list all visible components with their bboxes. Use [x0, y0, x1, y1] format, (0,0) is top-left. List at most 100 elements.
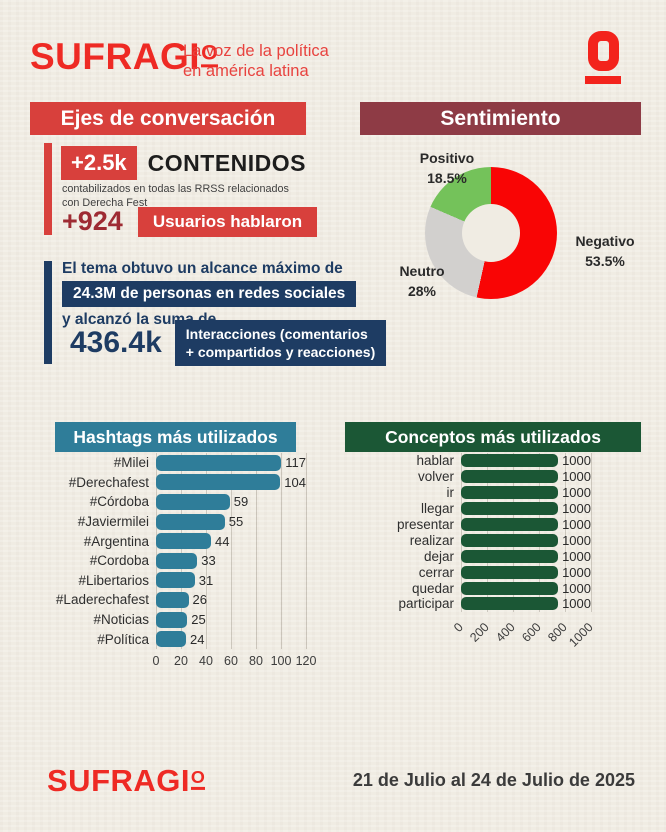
bar-value-label: 1000: [562, 564, 591, 580]
brand-logo-text: SUFRAGI: [30, 36, 200, 77]
bar: [461, 518, 559, 531]
interactions-label-badge: Interacciones (comentarios + compartidos…: [174, 320, 387, 367]
bar-value-label: 1000: [562, 580, 591, 596]
alcance-line1: El tema obtuvo un alcance máximo de: [62, 260, 343, 277]
axis-tick-label: 600: [519, 619, 544, 645]
bar-value-label: 25: [191, 612, 206, 628]
axis-tick-label: 0: [152, 653, 160, 668]
gridline: [181, 453, 182, 649]
bar-row: 25: [156, 610, 306, 630]
axis-tick-label: 800: [545, 619, 570, 645]
pie-label-positivo: Positivo 18.5%: [396, 149, 498, 188]
bar-value-label: 117: [285, 455, 306, 471]
bar-row: 1000: [461, 501, 591, 517]
bar-category-label: #Javiermilei: [77, 514, 149, 530]
gridline: [591, 453, 592, 612]
tagline-line2: en américa latina: [183, 61, 309, 80]
usuarios-stat: +924 Usuarios hablaron: [62, 206, 318, 237]
bar-value-label: 44: [215, 533, 230, 549]
brand-logo-o: O: [201, 41, 219, 68]
ejes-section-title: Ejes de conversación: [30, 102, 306, 135]
axis-tick-label: 1000: [566, 619, 596, 650]
o-glyph-icon: [587, 31, 619, 71]
bar: [461, 502, 559, 516]
axis-tick-label: 20: [174, 653, 188, 668]
hashtags-bars: 117 104 59 55 44 33 31 26 25 24: [156, 453, 306, 649]
bar: [461, 597, 559, 611]
bar-value-label: 24: [190, 631, 205, 647]
negativo-name: Negativo: [575, 233, 635, 249]
conceptos-bar-chart: hablar volver ir llegar presentar realizar dej…: [345, 453, 645, 650]
interactions-label-line1: Interacciones (comentarios: [185, 326, 368, 342]
bar-category-label: realizar: [409, 532, 454, 548]
neutro-pct: 28%: [407, 282, 437, 299]
bar-category-label: dejar: [423, 548, 454, 564]
hashtags-plot: 117 104 59 55 44 33 31 26 25 24: [156, 453, 307, 649]
bar-category-label: #Noticias: [93, 612, 149, 628]
conceptos-x-axis: 0 200 400 600 800 1000: [451, 612, 596, 650]
bar-row: 55: [156, 512, 306, 532]
footer-logo-text: SUFRAGI: [47, 763, 190, 798]
footer-logo-o: O: [190, 768, 206, 790]
contenidos-subtext-line1: contabilizados en todas las RRSS relacio…: [62, 183, 289, 195]
bar-value-label: 1000: [562, 501, 591, 517]
bar-value-label: 1000: [562, 453, 591, 469]
contenidos-subtext-line2: con Derecha Fest: [62, 197, 148, 210]
reach-text: de personas en redes sociales: [116, 285, 346, 302]
bar: [461, 486, 559, 500]
gridline: [281, 453, 282, 649]
bar-row: 117: [156, 453, 306, 473]
bar: [156, 533, 211, 550]
interactions-stat: 436.4k Interacciones (comentarios + comp…: [70, 320, 387, 367]
contenidos-value-badge: +2.5k: [61, 146, 137, 180]
bar-row: 1000: [461, 517, 591, 533]
usuarios-label-badge: Usuarios hablaron: [137, 206, 318, 237]
bar: [156, 631, 186, 648]
axis-tick-label: 400: [493, 619, 518, 645]
interactions-value: 436.4k: [70, 326, 162, 360]
bar-row: 33: [156, 551, 306, 571]
hashtags-x-axis: 0 20 40 60 80 100 120: [152, 649, 317, 671]
gridline: [513, 453, 514, 612]
reach-value: 24.3M: [73, 285, 117, 302]
gridline: [487, 453, 488, 612]
contenidos-subtext: contabilizados en todas las RRSS relacio…: [62, 182, 324, 210]
interactions-label-line2: + compartidos y reacciones): [185, 344, 376, 361]
hashtags-labels: #Milei #Derechafest #Córdoba #Javiermilei #A…: [30, 453, 156, 649]
bar-value-label: 33: [201, 553, 216, 569]
axis-tick-label: 80: [249, 653, 263, 668]
bar-category-label: #Argentina: [83, 533, 149, 549]
conceptos-plot: 1000 1000 1000 1000 1000 1000 1000 1000 1000 1000: [461, 453, 592, 612]
report-date-range: 21 de Julio al 24 de Julio de 2025: [352, 770, 635, 790]
pie-label-negativo: Negativo 53.5%: [565, 232, 645, 271]
bar: [156, 591, 189, 608]
bar-value-label: 1000: [562, 485, 591, 501]
hashtags-section-title: Hashtags más utilizados: [55, 422, 296, 452]
axis-tick-label: 100: [270, 653, 292, 668]
contenidos-stat: +2.5k CONTENIDOS: [61, 146, 306, 180]
footer-brand-logo: SUFRAGIO: [47, 763, 206, 799]
bar-row: 31: [156, 571, 306, 591]
bar-value-label: 59: [233, 494, 249, 510]
bar-category-label: cerrar: [418, 564, 454, 580]
donut-hole: [462, 204, 520, 262]
gridline: [306, 453, 307, 649]
bar-category-label: #Córdoba: [89, 494, 149, 510]
gridline: [231, 453, 232, 649]
bar-category-label: #Derechafest: [68, 474, 149, 490]
bar-category-label: llegar: [420, 501, 454, 517]
o-underline-bar: [585, 76, 621, 84]
conceptos-section-title: Conceptos más utilizados: [345, 422, 641, 452]
hashtags-gridlines: [156, 453, 307, 649]
bar: [156, 572, 195, 589]
bar: [461, 454, 559, 468]
bar-category-label: volver: [417, 469, 454, 485]
negativo-pct: 53.5%: [585, 252, 625, 269]
positivo-pct: 18.5%: [427, 169, 467, 186]
bar: [461, 470, 559, 484]
bar-row: 1000: [461, 580, 591, 596]
bar-value-label: 55: [228, 514, 244, 530]
bar-value-label: 1000: [562, 548, 591, 564]
bar-row: 1000: [461, 453, 591, 469]
sentiment-donut-chart: [425, 167, 557, 299]
